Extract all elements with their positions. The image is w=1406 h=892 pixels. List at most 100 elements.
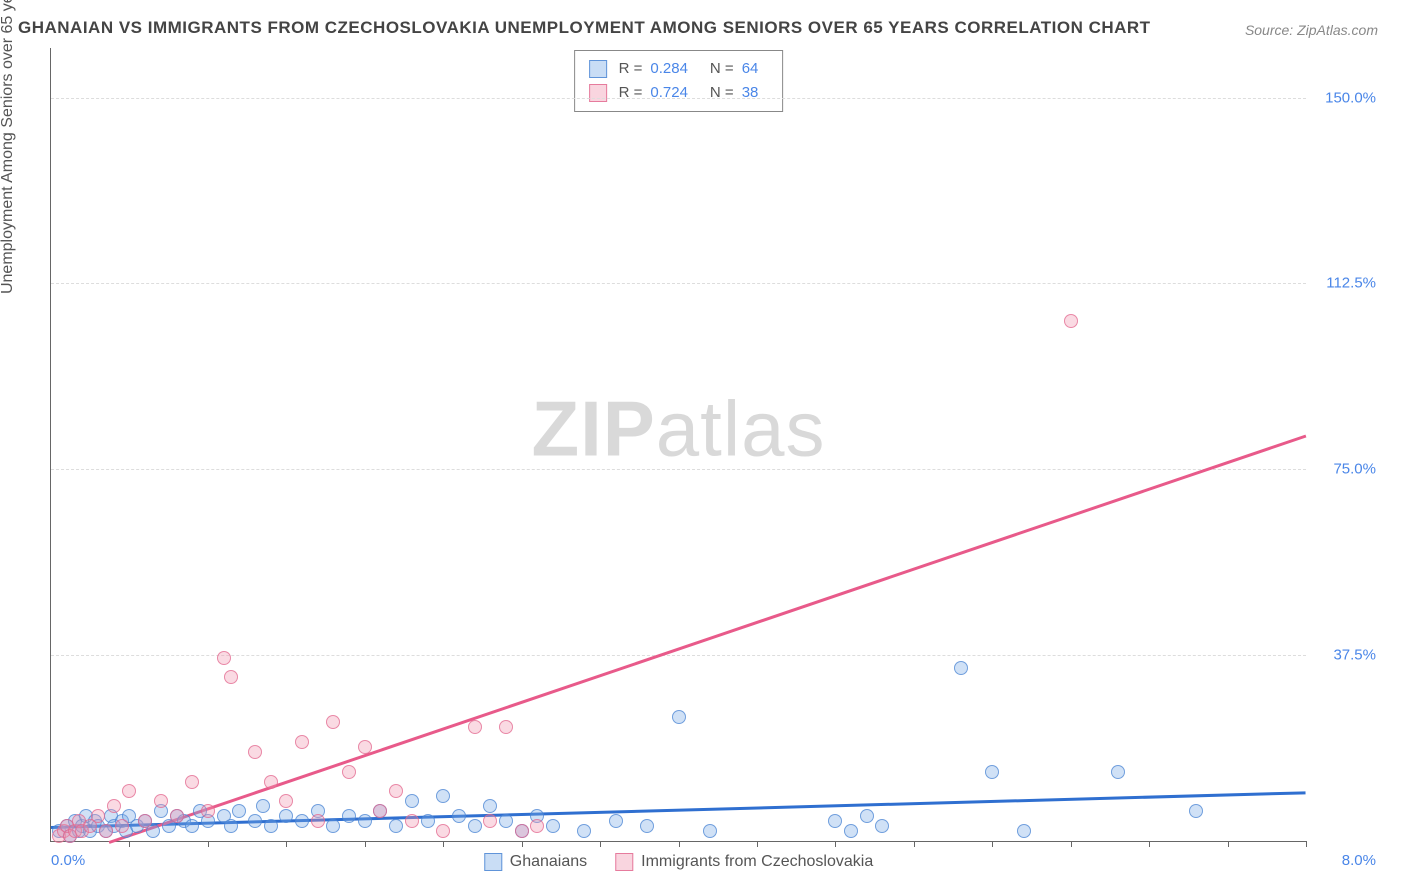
data-point: [279, 794, 293, 808]
data-point: [295, 814, 309, 828]
x-tick-mark: [208, 841, 209, 847]
trend-line: [109, 435, 1306, 844]
data-point: [640, 819, 654, 833]
data-point: [358, 814, 372, 828]
legend-series: Ghanaians Immigrants from Czechoslovakia: [484, 853, 873, 871]
data-point: [1189, 804, 1203, 818]
x-tick-mark: [365, 841, 366, 847]
n-label: N =: [710, 81, 734, 105]
data-point: [264, 775, 278, 789]
data-point: [185, 819, 199, 833]
data-point: [452, 809, 466, 823]
n-value: 64: [742, 57, 759, 81]
data-point: [311, 814, 325, 828]
data-point: [373, 804, 387, 818]
data-point: [530, 819, 544, 833]
data-point: [107, 799, 121, 813]
watermark: ZIPatlas: [531, 383, 825, 474]
y-tick-label: 75.0%: [1333, 461, 1376, 478]
data-point: [468, 720, 482, 734]
data-point: [279, 809, 293, 823]
data-point: [1111, 765, 1125, 779]
data-point: [436, 824, 450, 838]
data-point: [154, 794, 168, 808]
y-tick-label: 112.5%: [1326, 275, 1376, 292]
data-point: [201, 804, 215, 818]
data-point: [546, 819, 560, 833]
data-point: [358, 740, 372, 754]
data-point: [436, 789, 450, 803]
x-axis-max-label: 8.0%: [1342, 852, 1376, 869]
x-tick-mark: [1071, 841, 1072, 847]
data-point: [224, 819, 238, 833]
n-value: 38: [742, 81, 759, 105]
x-tick-mark: [600, 841, 601, 847]
data-point: [499, 720, 513, 734]
gridline: [51, 655, 1306, 656]
r-label: R =: [619, 57, 643, 81]
legend-correlation: R = 0.284 N = 64 R = 0.724 N = 38: [574, 50, 784, 112]
data-point: [844, 824, 858, 838]
swatch-blue-icon: [589, 60, 607, 78]
data-point: [91, 809, 105, 823]
data-point: [264, 819, 278, 833]
data-point: [248, 745, 262, 759]
data-point: [342, 809, 356, 823]
data-point: [468, 819, 482, 833]
data-point: [389, 784, 403, 798]
watermark-bold: ZIP: [531, 384, 655, 472]
data-point: [232, 804, 246, 818]
legend-item-czechoslovakia: Immigrants from Czechoslovakia: [615, 853, 873, 871]
data-point: [389, 819, 403, 833]
y-tick-label: 37.5%: [1333, 647, 1376, 664]
legend-row-blue: R = 0.284 N = 64: [589, 57, 769, 81]
data-point: [499, 814, 513, 828]
x-tick-mark: [757, 841, 758, 847]
x-tick-mark: [129, 841, 130, 847]
x-tick-mark: [914, 841, 915, 847]
r-label: R =: [619, 81, 643, 105]
n-label: N =: [710, 57, 734, 81]
data-point: [515, 824, 529, 838]
x-axis-min-label: 0.0%: [51, 852, 85, 869]
watermark-rest: atlas: [656, 384, 826, 472]
data-point: [483, 814, 497, 828]
data-point: [138, 814, 152, 828]
data-point: [170, 809, 184, 823]
data-point: [421, 814, 435, 828]
x-tick-mark: [443, 841, 444, 847]
swatch-blue-icon: [484, 853, 502, 871]
data-point: [703, 824, 717, 838]
data-point: [248, 814, 262, 828]
legend-row-pink: R = 0.724 N = 38: [589, 81, 769, 105]
x-tick-mark: [835, 841, 836, 847]
data-point: [342, 765, 356, 779]
data-point: [115, 819, 129, 833]
data-point: [577, 824, 591, 838]
data-point: [217, 651, 231, 665]
gridline: [51, 98, 1306, 99]
source-attribution: Source: ZipAtlas.com: [1245, 22, 1378, 38]
data-point: [875, 819, 889, 833]
data-point: [954, 661, 968, 675]
gridline: [51, 469, 1306, 470]
data-point: [326, 715, 340, 729]
legend-label: Ghanaians: [510, 853, 587, 871]
data-point: [326, 819, 340, 833]
y-axis-label: Unemployment Among Seniors over 65 years: [0, 0, 17, 294]
gridline: [51, 283, 1306, 284]
x-tick-mark: [1149, 841, 1150, 847]
data-point: [828, 814, 842, 828]
plot-area: ZIPatlas R = 0.284 N = 64 R = 0.724 N = …: [50, 48, 1306, 842]
data-point: [185, 775, 199, 789]
data-point: [860, 809, 874, 823]
data-point: [672, 710, 686, 724]
legend-label: Immigrants from Czechoslovakia: [641, 853, 873, 871]
swatch-pink-icon: [589, 84, 607, 102]
x-tick-mark: [679, 841, 680, 847]
data-point: [1064, 314, 1078, 328]
data-point: [609, 814, 623, 828]
data-point: [122, 784, 136, 798]
x-tick-mark: [1306, 841, 1307, 847]
x-tick-mark: [522, 841, 523, 847]
